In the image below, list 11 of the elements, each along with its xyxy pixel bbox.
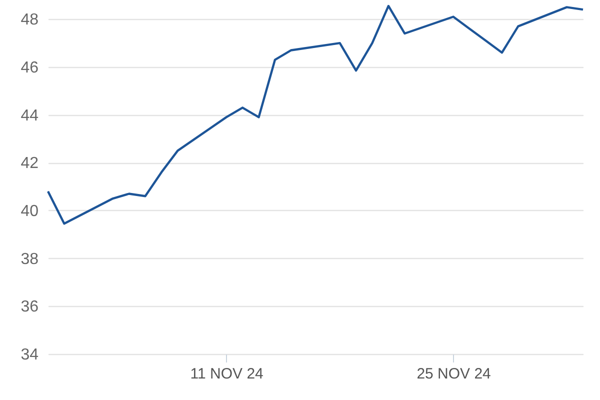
line-series bbox=[46, 4, 584, 225]
y-tick-label: 36 bbox=[20, 298, 39, 316]
y-tick-label: 38 bbox=[20, 250, 39, 268]
y-tick-label: 40 bbox=[20, 202, 39, 220]
y-tick-label: 44 bbox=[20, 107, 39, 124]
y-tick-label: 46 bbox=[20, 59, 39, 76]
x-tick-label: 25 NOV 24 bbox=[416, 366, 491, 382]
x-tick-label: 11 NOV 24 bbox=[190, 366, 264, 382]
y-tick-label: 48 bbox=[20, 12, 39, 29]
y-tick-label: 42 bbox=[20, 155, 39, 172]
y-tick-label: 34 bbox=[20, 346, 39, 364]
